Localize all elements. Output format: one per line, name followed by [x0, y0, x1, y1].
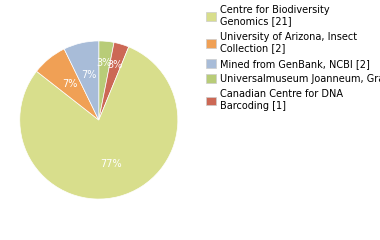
Text: 3%: 3% [108, 60, 123, 71]
Text: 3%: 3% [97, 58, 112, 68]
Text: 7%: 7% [62, 79, 78, 89]
Wedge shape [64, 41, 99, 120]
Text: 77%: 77% [100, 159, 121, 169]
Wedge shape [36, 49, 99, 120]
Text: 7%: 7% [81, 70, 96, 80]
Wedge shape [99, 42, 129, 120]
Wedge shape [99, 41, 114, 120]
Legend: Centre for Biodiversity
Genomics [21], University of Arizona, Insect
Collection : Centre for Biodiversity Genomics [21], U… [206, 5, 380, 111]
Wedge shape [20, 47, 178, 199]
